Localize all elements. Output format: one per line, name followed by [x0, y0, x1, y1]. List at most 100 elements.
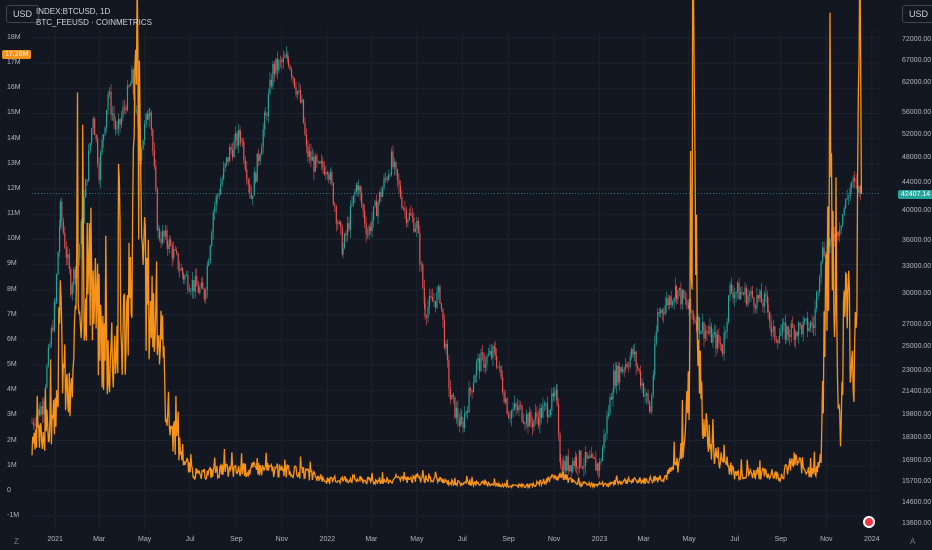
btc-candle — [457, 407, 459, 421]
btc-candle — [370, 226, 372, 232]
btc-candle — [298, 90, 300, 92]
btc-candle — [58, 225, 61, 252]
btc-candle — [431, 297, 434, 302]
btc-candle — [71, 285, 73, 295]
btc-candle — [619, 367, 621, 383]
btc-candle — [217, 195, 219, 197]
btc-candle — [272, 63, 274, 87]
btc-candle — [423, 287, 425, 304]
btc-candle — [285, 54, 287, 58]
btc-candle — [381, 188, 384, 197]
btc-candle — [787, 326, 789, 335]
btc-candle — [256, 153, 258, 182]
btc-candle — [721, 344, 723, 352]
btc-candle — [383, 178, 385, 189]
time-tick-label: Sep — [774, 536, 788, 543]
btc-candle — [56, 274, 58, 303]
right-tick-label: 36000.00 — [902, 237, 932, 245]
fee-series-line — [31, 0, 863, 490]
btc-candle — [241, 141, 243, 142]
btc-candle — [543, 403, 545, 406]
btc-candle — [703, 322, 705, 339]
btc-candle — [208, 260, 210, 266]
btc-candle — [247, 180, 249, 184]
btc-candle — [471, 390, 473, 392]
btc-candle — [645, 393, 648, 396]
btc-candle — [342, 247, 344, 255]
legend: INDEX:BTCUSD, 1D BTC_FEEUSD · COINMETRIC… — [36, 6, 152, 28]
btc-candle — [91, 128, 93, 143]
btc-candle — [739, 292, 742, 300]
right-tick-label: 18300.00 — [902, 433, 932, 441]
btc-candle — [402, 207, 405, 209]
btc-candle — [638, 368, 640, 372]
btc-candle — [851, 182, 853, 189]
btc-candle — [392, 151, 394, 167]
btc-candle — [176, 250, 178, 254]
legend-main-series[interactable]: INDEX:BTCUSD, 1D — [36, 7, 111, 16]
btc-candle — [595, 458, 597, 471]
btc-candle — [164, 230, 167, 237]
zoom-icon[interactable]: Z — [14, 537, 19, 546]
btc-candle — [89, 142, 91, 152]
btc-candle — [180, 268, 182, 271]
btc-candle — [727, 295, 730, 322]
btc-candle — [191, 280, 193, 291]
btc-candle — [855, 180, 857, 183]
btc-candle — [497, 366, 499, 368]
btc-candle — [767, 304, 769, 312]
btc-candle — [420, 264, 422, 265]
btc-candle — [628, 366, 630, 367]
left-currency-button[interactable]: USD — [6, 5, 40, 23]
legend-overlay-series[interactable]: BTC_FEEUSD · COINMETRICS — [36, 18, 153, 27]
btc-candle — [577, 467, 579, 469]
btc-candle — [799, 322, 801, 326]
btc-candle — [171, 245, 173, 259]
btc-candle — [680, 287, 682, 305]
btc-candle — [612, 392, 614, 400]
auto-scale-icon[interactable]: A — [910, 537, 916, 546]
btc-candle — [235, 133, 237, 141]
btc-candle — [398, 179, 400, 185]
btc-candle — [187, 274, 189, 290]
btc-candle — [777, 341, 779, 344]
btc-candle — [575, 456, 577, 466]
btc-candle — [452, 394, 454, 397]
event-marker-icon[interactable] — [863, 516, 875, 528]
right-tick-label: 48000.00 — [902, 153, 932, 161]
btc-candle — [772, 326, 774, 331]
btc-candle — [652, 375, 654, 395]
btc-candle — [270, 79, 273, 87]
btc-candle — [563, 460, 565, 477]
btc-candle — [516, 406, 519, 411]
btc-candle — [784, 322, 786, 340]
time-tick-label: Nov — [547, 536, 561, 543]
btc-candle — [846, 198, 848, 199]
btc-candle — [278, 60, 280, 71]
btc-candle — [57, 251, 59, 275]
btc-candle — [100, 152, 102, 181]
btc-candle — [194, 276, 196, 292]
btc-candle — [839, 229, 841, 236]
btc-candle — [317, 161, 319, 163]
right-currency-button[interactable]: USD — [902, 5, 932, 23]
btc-candle — [649, 411, 651, 412]
left-tick-label: 3M — [7, 411, 17, 419]
btc-candle — [355, 185, 358, 192]
btc-candle — [332, 183, 334, 205]
btc-candle — [531, 422, 534, 428]
btc-candle — [61, 201, 63, 222]
btc-candle — [380, 191, 382, 197]
btc-candle — [445, 343, 447, 348]
btc-candle — [848, 197, 850, 199]
btc-candle — [296, 91, 299, 95]
btc-candle — [745, 287, 748, 305]
btc-candle — [259, 154, 261, 161]
btc-candle — [419, 233, 421, 265]
right-tick-label: 15700.00 — [902, 478, 932, 486]
btc-candle — [104, 127, 106, 135]
btc-candle — [670, 296, 672, 305]
btc-candle — [102, 134, 105, 141]
